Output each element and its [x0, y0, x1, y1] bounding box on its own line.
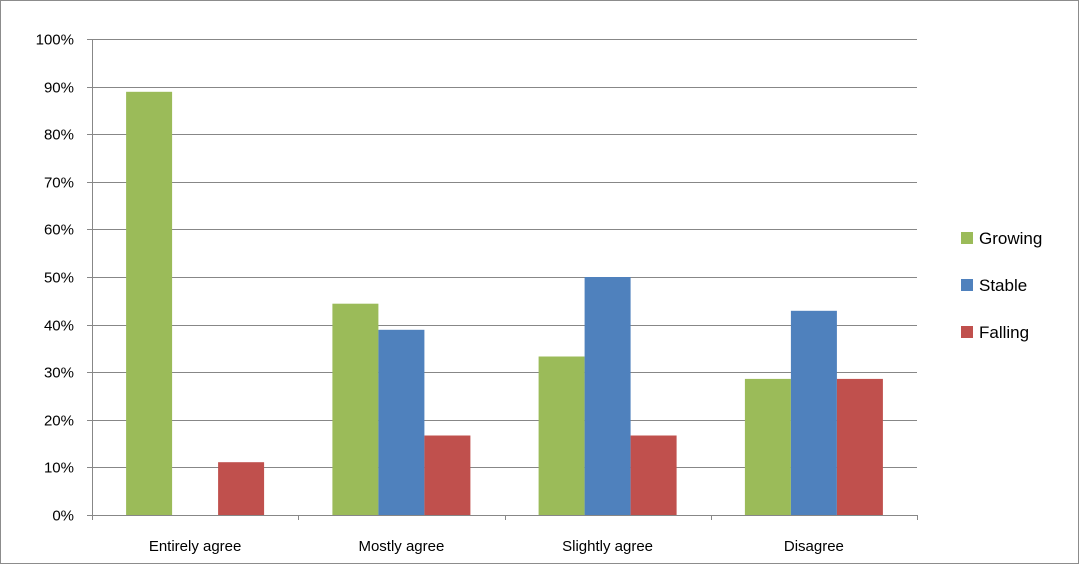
bar-growing [744, 378, 791, 515]
bar-falling [424, 435, 471, 515]
y-axis-tick-labels: 0% 10% 20% 30% 40% 50% 60% 70% 80% 90% 100% [36, 32, 74, 525]
y-tick-label: 30% [44, 365, 74, 382]
y-tick-label: 0% [52, 508, 74, 525]
bar-falling [218, 462, 265, 515]
legend-swatch-falling [961, 326, 973, 338]
bars [126, 91, 883, 516]
x-tick-label: Mostly agree [358, 538, 444, 555]
legend-swatch-growing [961, 232, 973, 244]
legend-label-falling: Falling [979, 323, 1029, 342]
bar-falling [836, 378, 883, 515]
bar-stable [378, 329, 425, 515]
axes [92, 39, 918, 520]
bar-growing [538, 356, 585, 515]
legend-label-stable: Stable [979, 276, 1027, 295]
y-tick-label: 20% [44, 413, 74, 430]
bar-falling [630, 435, 677, 515]
x-tick-label: Entirely agree [149, 538, 242, 555]
y-tick-label: 100% [36, 32, 74, 49]
bar-growing [126, 91, 173, 516]
bar-stable [790, 310, 837, 515]
y-tick-label: 40% [44, 318, 74, 335]
x-axis-tick-labels: Entirely agree Mostly agree Slightly agree… [149, 538, 844, 555]
y-tick-label: 60% [44, 222, 74, 239]
y-tick-label: 10% [44, 460, 74, 477]
x-tick-label: Slightly agree [562, 538, 653, 555]
bar-stable [584, 277, 631, 515]
y-tick-label: 90% [44, 80, 74, 97]
y-tick-label: 70% [44, 175, 74, 192]
y-tick-label: 50% [44, 270, 74, 287]
x-tick-label: Disagree [784, 538, 844, 555]
legend: Growing Stable Falling [961, 229, 1042, 342]
bar-growing [332, 303, 379, 515]
legend-swatch-stable [961, 279, 973, 291]
y-tick-label: 80% [44, 127, 74, 144]
legend-label-growing: Growing [979, 229, 1042, 248]
